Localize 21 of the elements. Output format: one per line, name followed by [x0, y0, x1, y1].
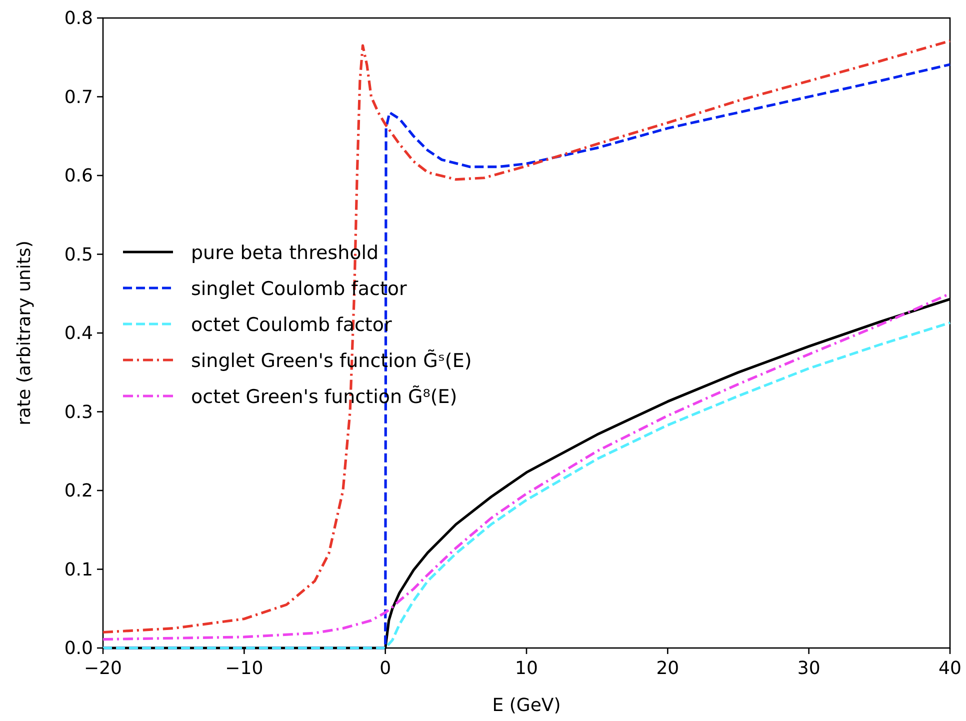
y-tick-label: 0.2: [64, 480, 93, 502]
y-axis-title: rate (arbitrary units): [14, 240, 35, 426]
legend-label: singlet Green's function G̃ˢ(E): [191, 348, 472, 372]
x-tick-label: 10: [515, 658, 538, 679]
x-tick-label: 20: [656, 658, 680, 679]
x-tick-label: −10: [225, 658, 264, 679]
x-axis-title: E (GeV): [492, 695, 561, 716]
y-tick-label: 0.1: [64, 559, 93, 580]
legend-label: octet Green's function G̃⁸(E): [191, 384, 458, 408]
y-tick-label: 0.3: [64, 402, 93, 423]
x-tick-label: 0: [380, 658, 392, 679]
y-tick-label: 0.0: [64, 638, 93, 659]
legend-label: pure beta threshold: [191, 242, 379, 264]
y-tick-label: 0.6: [64, 166, 93, 186]
y-tick-label: 0.8: [64, 8, 93, 29]
x-tick-label: 40: [938, 658, 962, 679]
y-tick-label: 0.5: [64, 244, 93, 266]
x-tick-label: 30: [797, 658, 820, 679]
x-tick-label: −20: [84, 658, 122, 679]
y-tick-label: 0.7: [64, 86, 93, 108]
y-tick-label: 0.4: [64, 323, 93, 344]
